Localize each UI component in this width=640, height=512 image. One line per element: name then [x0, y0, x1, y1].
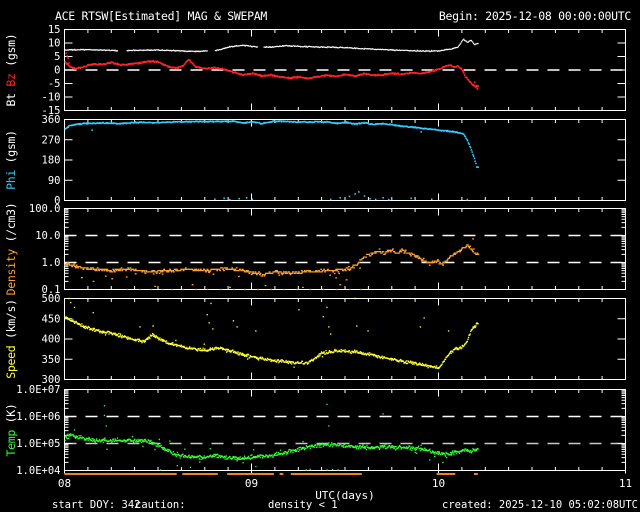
y-tick-labels: 15 105 0-5 -10-15 [42, 24, 61, 117]
footer-caution-value: density < 1 [268, 499, 338, 511]
footer-created: created: 2025-12-10 05:02:08UTC [442, 499, 638, 511]
plot-title: ACE RTSW[Estimated] MAG & SWEPAM [55, 9, 267, 23]
y-tick-label: 5 [54, 51, 60, 63]
panel-frame [64, 208, 626, 290]
x-tick-label: 09 [245, 477, 258, 490]
y-tick-label: 450 [42, 313, 61, 325]
axis-ticks [64, 119, 626, 201]
x-tick-label: 10 [432, 477, 445, 490]
y-tick-labels: 100.0 10.0 1.0 0.1 [29, 203, 61, 296]
panel-phi: 360 270 180 90 0 Phi (gsm) [4, 114, 626, 207]
series-speed [64, 297, 479, 370]
series-density [64, 238, 480, 291]
panel-frame [64, 119, 626, 201]
y-tick-labels: 500 450 400 350 300 [42, 293, 61, 386]
y-tick-label: 100.0 [29, 203, 61, 215]
begin-timestamp: Begin: 2025-12-08 00:00:00UTC [439, 9, 631, 23]
y-tick-label: 10.0 [35, 230, 60, 242]
y-axis-label: Speed (km/s) [4, 299, 18, 379]
panel-speed: 500 450 400 350 300 Speed (km/s) [4, 293, 626, 386]
axis-ticks [64, 29, 626, 111]
y-axis-label: Temp (K) [4, 404, 18, 457]
x-axis-labels: 08 09 10 11 [58, 477, 632, 490]
x-axis-title: UTC(days) [315, 489, 375, 502]
y-tick-label: 270 [42, 134, 61, 146]
y-tick-label: 1.0E+07 [16, 384, 60, 396]
footer-caution-label: caution: [135, 499, 186, 511]
y-axis-label: Phi (gsm) [4, 130, 18, 190]
y-tick-label: 180 [42, 155, 61, 167]
y-axis-label: Density (/cm3) [4, 203, 18, 296]
x-tick-label: 08 [58, 477, 71, 490]
footer-start-doy: start DOY: 342 [52, 499, 141, 511]
y-tick-label: 360 [42, 114, 61, 126]
y-tick-label: -5 [48, 78, 61, 90]
series-bz [64, 52, 479, 90]
y-tick-label: 0 [54, 195, 60, 207]
y-tick-label: -15 [42, 105, 61, 117]
axis-ticks [64, 298, 626, 380]
y-tick-label: 1.0E+06 [16, 411, 60, 423]
panel-density: 100.0 10.0 1.0 0.1 Density (/cm3) [4, 203, 626, 296]
x-tick-label: 11 [619, 477, 632, 490]
y-tick-label: -10 [42, 92, 61, 104]
y-axis-label: Bt Bz (gsm) [4, 34, 18, 107]
y-tick-label: 15 [48, 24, 61, 36]
panel-bt-bz: 15 105 0-5 -10-15 Bt Bz (gsm) [4, 24, 626, 117]
y-tick-label: 300 [42, 374, 61, 386]
y-tick-labels: 1.0E+07 1.0E+06 1.0E+05 1.0E+04 [16, 384, 60, 477]
y-tick-label: 0 [54, 65, 60, 77]
y-tick-label: 10 [48, 38, 61, 50]
panel-frame [64, 389, 626, 471]
y-tick-label: 350 [42, 354, 61, 366]
series-bt [64, 38, 479, 53]
y-tick-label: 1.0E+05 [16, 438, 60, 450]
y-tick-label: 400 [42, 334, 61, 346]
y-tick-labels: 360 270 180 90 0 [42, 114, 61, 207]
y-tick-label: 1.0 [42, 257, 61, 269]
axis-ticks [64, 208, 626, 290]
panel-temp: 1.0E+07 1.0E+06 1.0E+05 1.0E+04 Temp (K) [4, 384, 626, 477]
series-phi [64, 120, 479, 201]
y-tick-label: 90 [48, 175, 61, 187]
series-temp [64, 403, 479, 471]
y-tick-label: 500 [42, 293, 61, 305]
y-tick-label: 1.0E+04 [16, 465, 60, 477]
y-tick-label: 0.1 [42, 284, 61, 296]
axis-ticks [64, 389, 626, 474]
